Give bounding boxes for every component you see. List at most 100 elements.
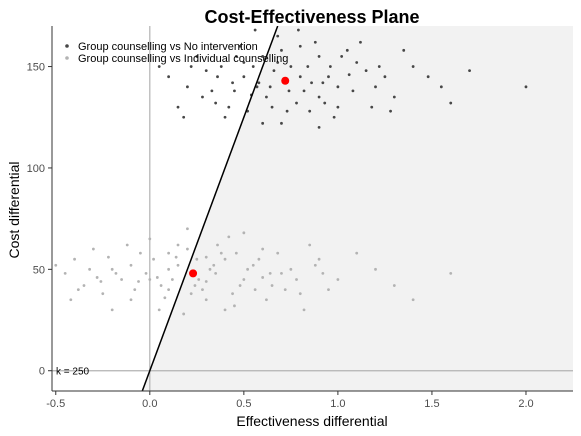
data-point — [186, 247, 189, 251]
data-point — [163, 296, 167, 300]
data-point — [261, 247, 265, 251]
wtp-label: k = 250 — [56, 367, 90, 378]
data-point — [231, 81, 234, 85]
data-point — [261, 55, 265, 58]
data-point — [95, 276, 99, 279]
data-point — [227, 235, 231, 239]
data-point — [139, 251, 142, 255]
data-point — [283, 288, 287, 292]
series-2 — [54, 227, 453, 316]
data-point — [392, 95, 396, 99]
data-point — [289, 267, 293, 271]
data-points — [54, 26, 528, 391]
x-axis-title: Effectiveness differential — [236, 413, 387, 429]
data-point — [270, 284, 274, 287]
data-point — [280, 271, 283, 275]
x-tick-label: 2.0 — [518, 398, 533, 410]
data-point — [144, 271, 148, 275]
data-point — [257, 257, 261, 261]
data-point — [176, 263, 180, 267]
data-point — [195, 55, 199, 58]
data-point — [223, 308, 227, 312]
data-point — [289, 65, 293, 68]
data-point — [148, 237, 152, 241]
axes: -0.5 0.0 0.5 1.0 1.5 2.0 0 50 100 150 k = 250 — [27, 26, 573, 410]
data-point — [389, 109, 392, 113]
data-point — [302, 89, 306, 93]
data-point — [210, 89, 214, 93]
data-point — [197, 278, 201, 281]
data-point — [201, 95, 204, 99]
data-point — [233, 304, 236, 308]
data-point — [340, 55, 344, 58]
data-point — [189, 65, 193, 68]
data-point — [233, 89, 236, 93]
data-point — [204, 280, 208, 283]
data-point — [174, 255, 178, 259]
data-point — [280, 48, 283, 52]
data-point — [383, 75, 387, 79]
data-point — [261, 276, 265, 279]
data-point — [186, 85, 189, 89]
data-point — [317, 125, 321, 129]
data-point — [449, 271, 453, 275]
data-point — [193, 284, 197, 287]
data-point — [242, 231, 246, 235]
data-point — [125, 243, 129, 247]
data-point — [308, 109, 312, 113]
data-point — [182, 115, 186, 119]
data-point — [298, 75, 302, 79]
data-point — [167, 251, 171, 255]
data-point — [411, 298, 415, 302]
data-point — [257, 81, 261, 85]
data-point — [265, 298, 268, 302]
data-point — [276, 251, 280, 255]
data-point — [370, 105, 374, 109]
data-point — [411, 65, 415, 68]
data-point — [347, 73, 351, 77]
data-point — [157, 65, 161, 68]
data-point — [223, 115, 227, 119]
data-point — [313, 40, 317, 44]
data-point — [285, 109, 289, 113]
data-point — [214, 271, 218, 275]
data-point — [280, 121, 283, 125]
legend-label: Group counselling vs Individual counsell… — [78, 53, 288, 65]
acceptability-region — [142, 26, 573, 391]
data-point — [186, 227, 189, 231]
data-point — [302, 308, 306, 312]
data-point — [214, 101, 218, 105]
data-point — [317, 257, 321, 261]
data-point — [327, 75, 330, 79]
y-tick-label: 50 — [33, 264, 45, 276]
data-point — [364, 69, 368, 73]
data-point — [120, 278, 123, 281]
x-tick-label: 1.5 — [424, 398, 439, 410]
data-point — [114, 271, 118, 275]
data-point — [133, 288, 137, 292]
data-point — [76, 288, 80, 292]
legend-label: Group counselling vs No intervention — [78, 41, 258, 53]
data-point — [328, 65, 332, 68]
data-point — [336, 85, 340, 89]
data-point — [265, 95, 268, 99]
data-point — [253, 28, 257, 32]
data-point — [99, 280, 103, 283]
data-point — [287, 89, 291, 93]
legend-swatch — [65, 44, 69, 48]
data-point — [355, 251, 359, 255]
data-point — [204, 69, 208, 73]
data-point — [317, 95, 321, 99]
x-tick-label: 0.5 — [236, 398, 251, 410]
data-point — [152, 257, 155, 261]
data-point — [468, 69, 471, 73]
data-point — [336, 105, 340, 109]
data-point — [167, 75, 171, 79]
y-tick-label: 100 — [27, 163, 45, 175]
data-point — [176, 243, 180, 247]
x-tick-label: -0.5 — [46, 398, 65, 410]
data-point — [351, 89, 355, 93]
data-point — [295, 278, 298, 281]
data-point — [155, 276, 159, 279]
data-point — [524, 85, 528, 89]
